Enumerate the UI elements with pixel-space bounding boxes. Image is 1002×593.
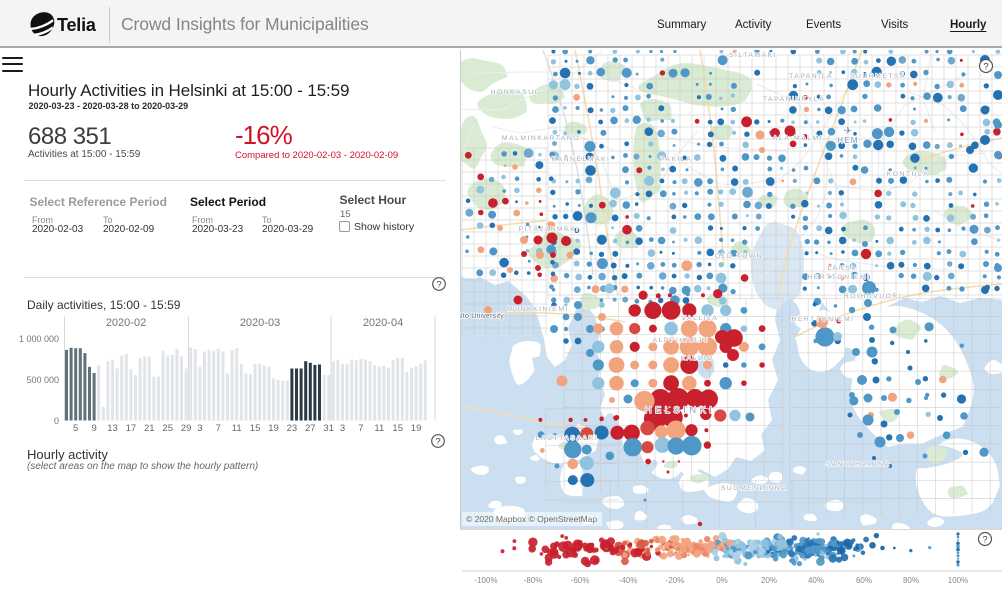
svg-text:HELSINKI: HELSINKI xyxy=(645,405,716,416)
svg-text:-80%: -80% xyxy=(524,576,543,585)
svg-text:100%: 100% xyxy=(948,576,968,585)
svg-text:60%: 60% xyxy=(856,576,872,585)
svg-text:✈: ✈ xyxy=(844,126,852,137)
svg-text:-60%: -60% xyxy=(571,576,590,585)
svg-text:7: 7 xyxy=(216,423,221,434)
svg-text:HEM: HEM xyxy=(837,136,858,145)
svg-text:KALLIO: KALLIO xyxy=(681,355,714,362)
svg-text:HERTTONIEMI: HERTTONIEMI xyxy=(791,316,854,323)
svg-text:25: 25 xyxy=(162,423,173,434)
svg-text:OLD TOWN: OLD TOWN xyxy=(715,253,763,260)
svg-text:?: ? xyxy=(982,535,987,546)
svg-text:20%: 20% xyxy=(761,576,777,585)
svg-text:21: 21 xyxy=(144,423,155,434)
svg-text:ROIHUVUORI: ROIHUVUORI xyxy=(844,293,902,300)
svg-text:MUNKKINIEMI: MUNKKINIEMI xyxy=(507,306,569,313)
svg-text:0: 0 xyxy=(54,416,59,426)
svg-text:80%: 80% xyxy=(903,576,919,585)
svg-text:27: 27 xyxy=(305,423,316,434)
svg-text:SUURMETSÄ: SUURMETSÄ xyxy=(850,72,906,80)
svg-text:3: 3 xyxy=(340,423,345,434)
svg-text:5: 5 xyxy=(73,423,78,434)
svg-text:500 000: 500 000 xyxy=(26,375,59,385)
svg-text:15: 15 xyxy=(250,423,261,434)
svg-text:1 000 000: 1 000 000 xyxy=(19,334,59,344)
svg-text:11: 11 xyxy=(374,423,384,434)
svg-text:31: 31 xyxy=(323,423,334,434)
svg-text:ALA-MALMI: ALA-MALMI xyxy=(773,135,823,142)
svg-text:?: ? xyxy=(983,62,988,73)
svg-text:-40%: -40% xyxy=(619,576,638,585)
svg-text:LÄNSI-: LÄNSI- xyxy=(828,264,859,272)
svg-text:?: ? xyxy=(436,279,441,290)
svg-text:2020-04: 2020-04 xyxy=(363,317,403,329)
svg-text:MALMINKARTANO: MALMINKARTANO xyxy=(502,135,580,142)
svg-text:?: ? xyxy=(435,436,440,447)
svg-text:KONTULA: KONTULA xyxy=(887,171,930,178)
svg-text:2020-02: 2020-02 xyxy=(106,317,146,329)
svg-text:SILTAMÄKI: SILTAMÄKI xyxy=(729,51,777,59)
svg-text:3: 3 xyxy=(197,423,202,434)
svg-text:TAPANINKYLÄ: TAPANINKYLÄ xyxy=(763,95,825,103)
svg-text:19: 19 xyxy=(268,423,279,434)
svg-text:40%: 40% xyxy=(808,576,824,585)
svg-text:HERTTONIEMI: HERTTONIEMI xyxy=(807,274,870,281)
svg-text:19: 19 xyxy=(411,423,422,434)
svg-text:HONKASUO: HONKASUO xyxy=(491,89,542,96)
svg-text:29: 29 xyxy=(181,423,192,434)
svg-text:PAKILA: PAKILA xyxy=(660,156,692,163)
svg-text:Aalto University: Aalto University xyxy=(460,313,504,320)
svg-text:11: 11 xyxy=(232,423,242,434)
svg-text:13: 13 xyxy=(107,423,118,434)
svg-text:0%: 0% xyxy=(716,576,728,585)
svg-text:KANNELMÄKI: KANNELMÄKI xyxy=(552,155,611,163)
svg-text:ALPPIHARJU: ALPPIHARJU xyxy=(653,337,710,344)
svg-text:PITÄJÄNMÄKI: PITÄJÄNMÄKI xyxy=(518,225,579,233)
svg-text:15: 15 xyxy=(392,423,403,434)
svg-text:9: 9 xyxy=(91,423,96,434)
svg-text:SANTAHAMINA: SANTAHAMINA xyxy=(825,461,890,468)
svg-text:LAUTTASAARI: LAUTTASAARI xyxy=(536,435,598,442)
svg-text:VALLILA: VALLILA xyxy=(682,315,719,322)
svg-text:TAPANILA: TAPANILA xyxy=(789,73,833,80)
svg-text:17: 17 xyxy=(126,423,137,434)
svg-text:2020-03: 2020-03 xyxy=(240,317,280,329)
svg-text:© 2020 Mapbox © OpenStreetMap: © 2020 Mapbox © OpenStreetMap xyxy=(466,514,597,524)
svg-text:SUOMENLINNA: SUOMENLINNA xyxy=(721,485,787,492)
svg-text:-20%: -20% xyxy=(666,576,685,585)
svg-text:23: 23 xyxy=(287,423,298,434)
svg-text:-100%: -100% xyxy=(474,576,497,585)
svg-text:7: 7 xyxy=(358,423,363,434)
